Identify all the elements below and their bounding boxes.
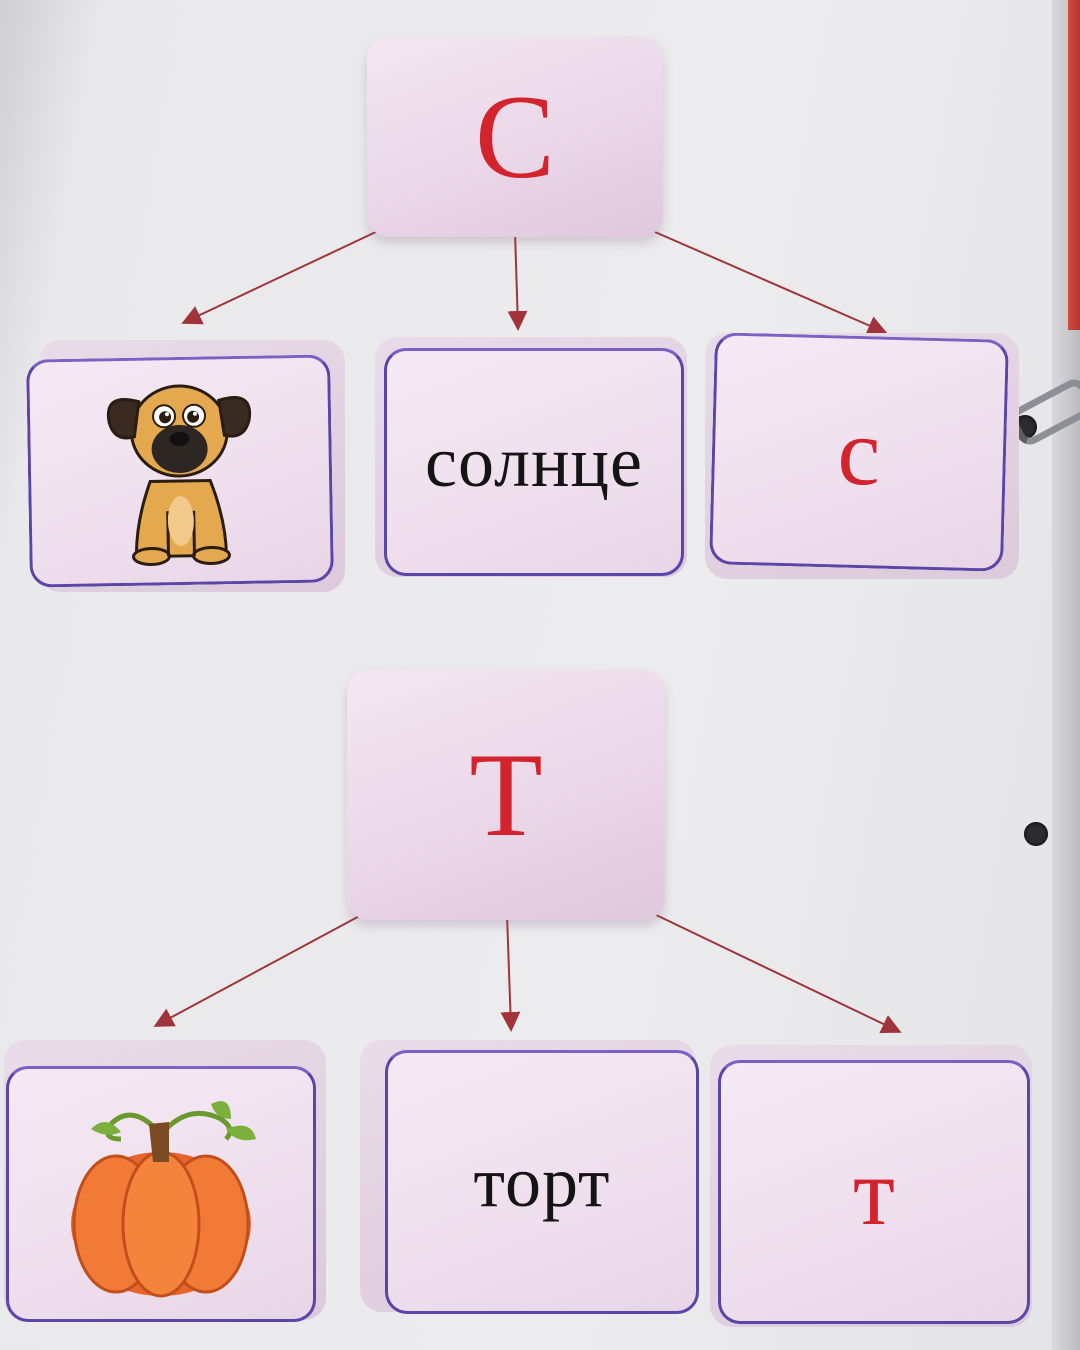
- arrow-to-letter: [654, 231, 888, 335]
- pumpkin-icon: [71, 1101, 256, 1298]
- arrow-to-picture: [181, 229, 381, 325]
- main-letter: С: [474, 70, 556, 203]
- picture-card[interactable]: [26, 354, 334, 588]
- letter-card-main: С: [367, 37, 663, 237]
- word-text: солнце: [425, 422, 643, 502]
- word-text: торт: [473, 1142, 611, 1222]
- lowercase-letter-card[interactable]: с: [709, 332, 1009, 572]
- picture-card[interactable]: [6, 1066, 316, 1322]
- dog-icon: [106, 384, 252, 567]
- main-letter: Т: [469, 728, 543, 861]
- binder-cover-edge: [1068, 0, 1080, 330]
- arrow-to-word: [500, 914, 521, 1032]
- word-card[interactable]: торт: [385, 1050, 699, 1314]
- arrow-to-picture: [153, 912, 366, 1027]
- lowercase-letter-card[interactable]: т: [718, 1060, 1030, 1324]
- arrow-to-letter: [651, 912, 902, 1034]
- word-card[interactable]: солнце: [384, 348, 684, 576]
- lowercase-letter: т: [853, 1138, 895, 1245]
- binder-hole: [1024, 822, 1048, 846]
- lowercase-letter: с: [836, 397, 882, 506]
- letter-card-main: Т: [347, 670, 665, 920]
- arrow-to-word: [507, 231, 528, 331]
